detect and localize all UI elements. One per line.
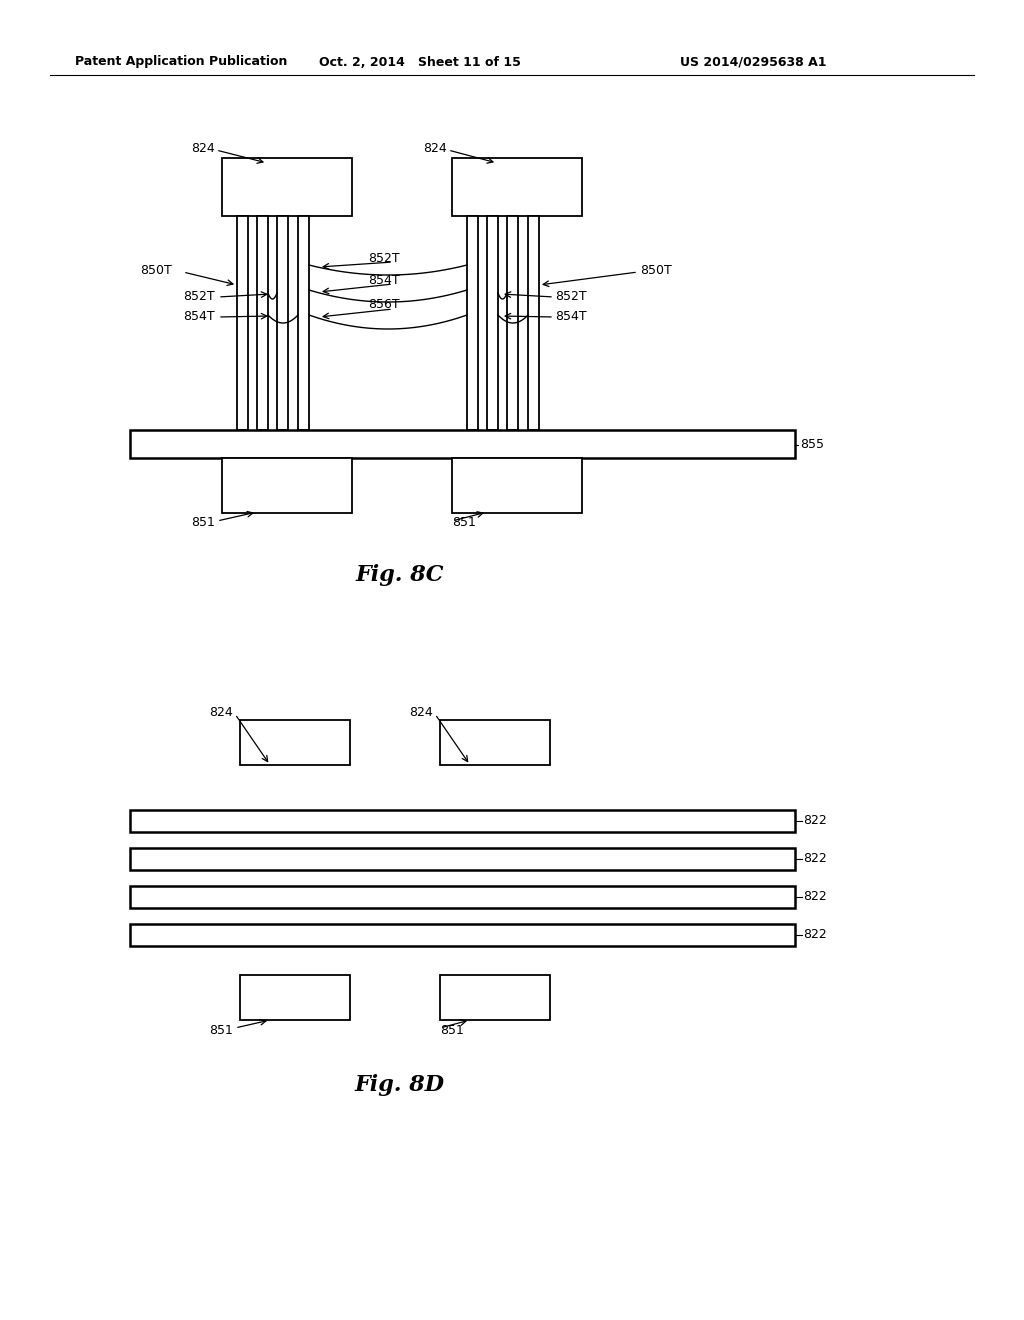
Text: 852T: 852T	[368, 252, 399, 264]
Text: 824: 824	[209, 705, 233, 718]
Bar	[440, 975, 550, 1020]
Bar	[278, 216, 288, 430]
Text: 824: 824	[410, 705, 433, 718]
Text: 852T: 852T	[555, 289, 587, 302]
Bar	[130, 430, 795, 458]
Text: 851: 851	[440, 1023, 464, 1036]
Bar	[487, 216, 498, 430]
Bar	[130, 810, 795, 832]
Text: 855: 855	[800, 438, 824, 451]
Text: 854T: 854T	[368, 273, 399, 286]
Text: 854T: 854T	[183, 309, 215, 322]
Bar	[528, 216, 539, 430]
Text: 822: 822	[803, 853, 826, 866]
Text: 822: 822	[803, 814, 826, 828]
Bar	[130, 886, 795, 908]
Text: 856T: 856T	[368, 298, 399, 312]
Bar	[130, 924, 795, 946]
Text: 850T: 850T	[640, 264, 672, 276]
Text: 854T: 854T	[555, 309, 587, 322]
Bar	[298, 216, 309, 430]
Text: Patent Application Publication: Patent Application Publication	[75, 55, 288, 69]
Bar	[467, 216, 478, 430]
Text: Oct. 2, 2014   Sheet 11 of 15: Oct. 2, 2014 Sheet 11 of 15	[319, 55, 521, 69]
Text: 850T: 850T	[140, 264, 172, 276]
Bar	[452, 158, 582, 216]
Text: 851: 851	[452, 516, 476, 529]
Text: Fig. 8C: Fig. 8C	[355, 564, 444, 586]
Text: 824: 824	[191, 141, 215, 154]
Text: 851: 851	[209, 1023, 233, 1036]
Text: 822: 822	[803, 891, 826, 903]
Bar	[130, 847, 795, 870]
Bar	[507, 216, 518, 430]
Text: US 2014/0295638 A1: US 2014/0295638 A1	[680, 55, 826, 69]
Bar	[240, 975, 350, 1020]
Bar	[452, 458, 582, 513]
Bar	[237, 216, 248, 430]
Bar	[240, 719, 350, 766]
Text: 852T: 852T	[183, 289, 215, 302]
Bar	[440, 719, 550, 766]
Text: Fig. 8D: Fig. 8D	[355, 1074, 445, 1096]
Text: 851: 851	[191, 516, 215, 529]
Bar	[222, 458, 352, 513]
Bar	[257, 216, 268, 430]
Text: 824: 824	[423, 141, 447, 154]
Text: 822: 822	[803, 928, 826, 941]
Bar	[222, 158, 352, 216]
